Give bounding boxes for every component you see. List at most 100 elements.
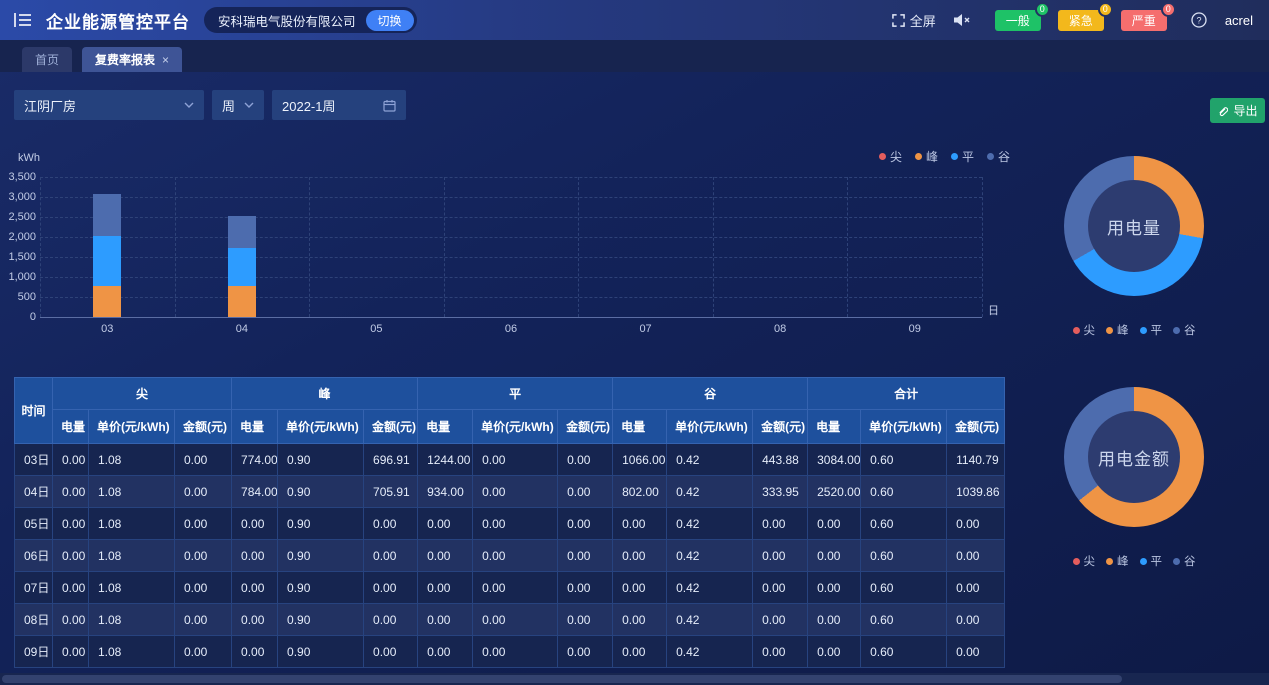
cell-value: 0.00 [946,603,1006,636]
x-tick-label: 04 [235,323,248,335]
legend-label: 尖 [889,150,902,164]
cost-legend-item-尖[interactable]: 尖 [1072,553,1095,569]
chart-legend: 尖峰平谷 [878,148,1010,165]
close-tab-icon[interactable]: × [162,52,170,67]
cell-value: 0.42 [666,571,754,604]
cell-value: 2520.00 [807,475,862,508]
bar-legend-item-峰[interactable]: 峰 [914,148,938,165]
fullscreen-button[interactable]: 全屏 [891,11,936,30]
export-button[interactable]: 导出 [1210,98,1265,123]
column-subheader: 电量 [612,409,668,444]
gridline-h [40,277,982,278]
y-tick-label: 2,500 [8,211,36,223]
cell-value: 0.42 [666,635,754,668]
mute-speaker-icon[interactable] [953,13,971,27]
cell-time: 03日 [14,443,53,476]
alarm-badge: 0 [1034,1,1050,17]
energy-cost-donut: 用电金额 [1064,387,1204,527]
column-subheader: 单价(元/kWh) [277,409,365,444]
cell-value: 0.90 [277,603,365,636]
y-tick-label: 1,000 [8,271,36,283]
cell-value: 1066.00 [612,443,668,476]
top-header: 企业能源管控平台 安科瑞电气股份有限公司 切换 全屏 一般 0 紧急 0 严重 0 ? a… [0,0,1269,40]
table-body: 03日 0.00 1.08 0.00 774.00 0.90 696.91 1244.00 0.… [14,443,1006,668]
cost-legend-item-平[interactable]: 平 [1139,553,1162,569]
cell-value: 0.00 [612,603,668,636]
cell-value: 0.00 [173,507,233,540]
cell-value: 0.00 [946,635,1006,668]
cell-value: 0.00 [557,475,614,508]
cell-value: 0.00 [807,635,862,668]
cost-legend-item-峰[interactable]: 峰 [1106,553,1129,569]
legend-dot [1072,326,1080,334]
column-subheader: 单价(元/kWh) [88,409,175,444]
cell-value: 1.08 [88,603,175,636]
cell-value: 0.00 [472,571,559,604]
column-subheader: 单价(元/kWh) [860,409,948,444]
cell-value: 705.91 [363,475,419,508]
legend-dot [1072,557,1080,565]
column-subheader: 金额(元) [557,409,614,444]
cell-value: 0.00 [52,571,89,604]
cell-value: 0.42 [666,539,754,572]
usage-legend-item-平[interactable]: 平 [1139,322,1162,338]
column-group-尖: 尖 [51,377,233,410]
usage-legend-item-尖[interactable]: 尖 [1072,322,1095,338]
legend-dot [986,153,994,160]
legend-dot [1139,557,1147,565]
cell-value: 774.00 [231,443,279,476]
cell-value: 0.00 [807,507,862,540]
header-actions: 全屏 一般 0 紧急 0 严重 0 ? acrel [891,1,1269,31]
cell-value: 0.90 [277,539,365,572]
cell-value: 0.00 [363,635,419,668]
x-axis-line [40,317,982,318]
tab-home[interactable]: 首页 [22,47,73,72]
calendar-icon [383,99,396,112]
cell-value: 0.00 [173,443,233,476]
horizontal-scrollbar-thumb[interactable] [2,675,1122,683]
cost-legend-item-谷[interactable]: 谷 [1173,553,1196,569]
gridline-v [174,177,176,317]
bar-legend-item-尖[interactable]: 尖 [878,148,902,165]
chevron-down-icon [184,102,194,108]
help-icon[interactable]: ? [1191,12,1207,28]
alarm-button-严重[interactable]: 严重 0 [1120,1,1176,31]
cell-value: 0.90 [277,475,365,508]
cell-value: 0.00 [807,603,862,636]
table-row: 09日 0.00 1.08 0.00 0.00 0.90 0.00 0.00 0.00 0.00 0… [14,635,1006,668]
alarm-badge: 0 [1097,1,1113,17]
legend-dot [878,153,886,160]
gridline-h [40,297,982,298]
y-tick-label: 3,500 [8,171,36,183]
column-subheader: 金额(元) [946,409,1006,444]
x-tick-label: 06 [504,323,518,335]
cell-value: 0.00 [557,507,614,540]
column-subheader: 电量 [807,409,862,444]
usage-legend-item-谷[interactable]: 谷 [1173,322,1196,338]
cell-value: 1.08 [88,443,175,476]
bar-legend-item-平[interactable]: 平 [950,148,974,165]
cell-value: 0.00 [472,539,559,572]
cell-value: 0.60 [860,539,948,572]
alarm-button-一般[interactable]: 一般 0 [994,1,1050,31]
period-select[interactable]: 周 [212,90,264,120]
y-tick-label: 2,000 [8,231,36,243]
cell-value: 0.60 [860,603,948,636]
username[interactable]: acrel [1224,12,1253,28]
cell-value: 0.90 [277,635,365,668]
cell-value: 0.00 [231,571,279,604]
cell-value: 1039.86 [946,475,1006,508]
site-select[interactable]: 江阴厂房 [14,90,204,120]
bar-legend-item-谷[interactable]: 谷 [986,148,1010,165]
cell-value: 1.08 [88,475,175,508]
switch-company-button[interactable]: 切换 [365,9,414,31]
tab-rate-report[interactable]: 复费率报表 × [82,47,183,72]
usage-legend-item-峰[interactable]: 峰 [1106,322,1129,338]
gridline-v [712,177,714,317]
menu-collapse-icon[interactable] [14,12,32,28]
date-picker[interactable]: 2022-1周 [272,90,406,120]
cell-value: 1.08 [88,507,175,540]
column-group-合计: 合计 [807,377,1006,410]
alarm-button-紧急[interactable]: 紧急 0 [1057,1,1113,31]
